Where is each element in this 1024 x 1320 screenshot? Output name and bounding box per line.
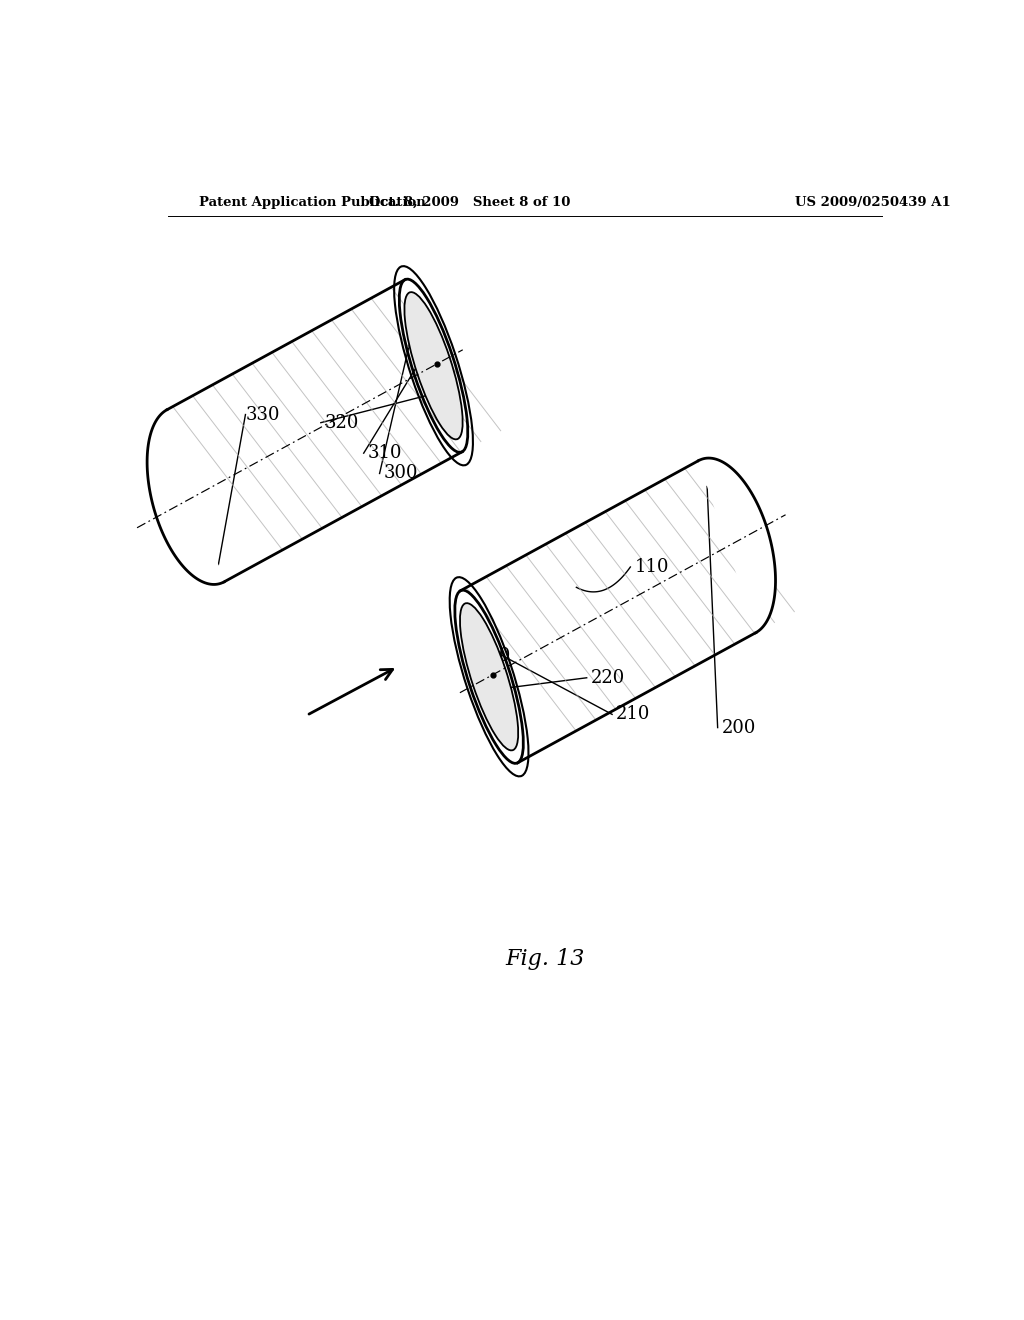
Text: 220: 220	[591, 669, 625, 686]
Text: Patent Application Publication: Patent Application Publication	[200, 195, 426, 209]
Ellipse shape	[460, 603, 518, 750]
Text: 200: 200	[722, 718, 756, 737]
Text: Oct. 8, 2009   Sheet 8 of 10: Oct. 8, 2009 Sheet 8 of 10	[369, 195, 570, 209]
Text: 320: 320	[325, 413, 359, 432]
Text: US 2009/0250439 A1: US 2009/0250439 A1	[795, 195, 950, 209]
Polygon shape	[147, 409, 224, 585]
Text: 110: 110	[634, 558, 669, 576]
Text: 300: 300	[384, 465, 418, 483]
Text: Fig. 13: Fig. 13	[505, 948, 585, 970]
Text: 330: 330	[246, 405, 280, 424]
Text: 230: 230	[477, 647, 512, 665]
Text: 310: 310	[368, 444, 402, 462]
Ellipse shape	[404, 292, 463, 440]
Text: 210: 210	[616, 705, 650, 723]
Polygon shape	[698, 458, 775, 632]
